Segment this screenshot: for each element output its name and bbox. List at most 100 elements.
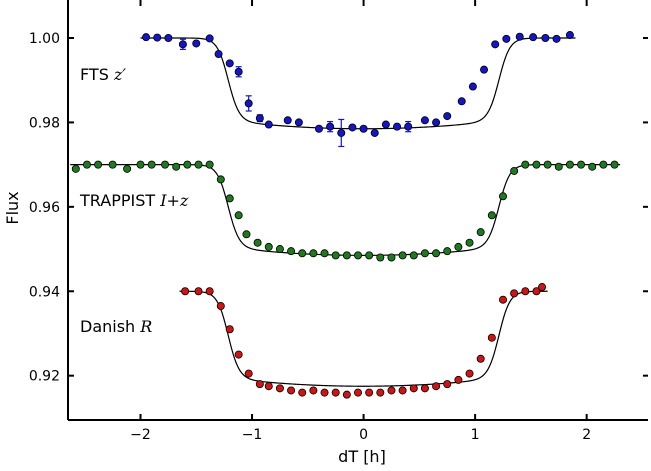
data-point-1 <box>108 160 117 169</box>
data-point-1 <box>253 238 262 247</box>
data-point-2 <box>244 369 253 378</box>
data-point-1 <box>465 238 474 247</box>
data-point-1 <box>275 245 284 254</box>
data-point-2 <box>487 333 496 342</box>
data-point-1 <box>510 166 519 175</box>
model-curve-1 <box>70 164 621 256</box>
data-point-2 <box>532 287 541 296</box>
data-point-0 <box>244 99 253 108</box>
y-tick-label: 1.00 <box>29 31 60 47</box>
data-point-1 <box>554 162 563 171</box>
y-tick-label: 0.92 <box>29 369 60 385</box>
data-point-0 <box>283 116 292 125</box>
data-point-0 <box>234 67 243 76</box>
data-point-1 <box>398 251 407 260</box>
data-point-1 <box>532 160 541 169</box>
data-point-1 <box>342 251 351 260</box>
data-point-0 <box>314 124 323 133</box>
data-point-0 <box>337 128 346 137</box>
data-point-0 <box>491 40 500 49</box>
data-point-1 <box>454 242 463 251</box>
data-point-0 <box>432 118 441 127</box>
series-labels: FTS z′ TRAPPIST I+z Danish R <box>79 65 189 336</box>
data-point-1 <box>183 160 192 169</box>
data-point-2 <box>255 380 264 389</box>
data-point-2 <box>205 287 214 296</box>
x-tick-label: 0 <box>359 427 368 443</box>
data-point-0 <box>529 33 538 42</box>
x-tick-label: 1 <box>471 427 480 443</box>
data-point-0 <box>468 82 477 91</box>
data-point-2 <box>454 375 463 384</box>
data-point-2 <box>538 283 547 292</box>
data-point-2 <box>376 388 385 397</box>
data-point-2 <box>331 388 340 397</box>
y-axis-label: Flux <box>3 191 22 224</box>
data-point-1 <box>543 160 552 169</box>
series-label-danish: Danish R <box>80 317 152 336</box>
data-point-2 <box>234 350 243 359</box>
data-point-2 <box>387 386 396 395</box>
data-point-1 <box>476 228 485 237</box>
data-point-1 <box>565 160 574 169</box>
data-point-2 <box>225 325 234 334</box>
data-point-1 <box>309 249 318 258</box>
data-point-2 <box>181 287 190 296</box>
data-point-0 <box>552 34 561 43</box>
data-point-0 <box>541 33 550 42</box>
data-point-1 <box>147 160 156 169</box>
data-point-2 <box>476 354 485 363</box>
series-label-fts: FTS z′ <box>80 65 126 84</box>
data-point-0 <box>420 116 429 125</box>
data-point-1 <box>94 160 103 169</box>
data-point-1 <box>331 251 340 260</box>
data-point-2 <box>521 287 530 296</box>
data-point-1 <box>82 160 91 169</box>
x-tick-label: 2 <box>582 427 591 443</box>
data-point-1 <box>365 251 374 260</box>
data-point-0 <box>565 31 574 40</box>
data-point-1 <box>498 192 507 201</box>
data-point-0 <box>225 59 234 68</box>
data-point-2 <box>498 295 507 304</box>
data-point-1 <box>387 253 396 262</box>
data-point-0 <box>515 32 524 41</box>
data-point-2 <box>342 390 351 399</box>
data-point-1 <box>432 249 441 258</box>
data-point-2 <box>309 386 318 395</box>
data-point-1 <box>577 160 586 169</box>
data-point-1 <box>205 160 214 169</box>
data-point-1 <box>420 249 429 258</box>
data-point-2 <box>510 289 519 298</box>
x-tick-label: −2 <box>130 427 151 443</box>
data-point-0 <box>214 50 223 59</box>
data-point-1 <box>264 242 273 251</box>
data-point-2 <box>398 386 407 395</box>
data-point-1 <box>225 194 234 203</box>
data-point-0 <box>370 128 379 137</box>
data-point-1 <box>234 211 243 220</box>
data-point-2 <box>465 369 474 378</box>
series-label-trappist: TRAPPIST I+z <box>79 191 189 210</box>
data-point-2 <box>264 382 273 391</box>
data-point-0 <box>205 34 214 43</box>
data-point-1 <box>610 160 619 169</box>
data-point-1 <box>353 251 362 260</box>
data-point-2 <box>194 287 203 296</box>
model-curve-2 <box>179 290 548 387</box>
data-point-1 <box>172 162 181 171</box>
data-point-2 <box>409 384 418 393</box>
plot-area: −2 −1 0 1 2 0.92 0.94 0.96 0.98 1.00 <box>29 0 648 443</box>
data-point-1 <box>194 160 203 169</box>
model-curve-0 <box>140 37 576 130</box>
data-point-0 <box>153 33 162 42</box>
data-point-0 <box>164 33 173 42</box>
data-point-1 <box>443 247 452 256</box>
data-point-1 <box>409 251 418 260</box>
data-point-2 <box>443 380 452 389</box>
data-point-1 <box>216 175 225 184</box>
data-point-0 <box>457 97 466 106</box>
data-point-0 <box>381 120 390 129</box>
y-tick-label: 0.96 <box>29 200 60 216</box>
